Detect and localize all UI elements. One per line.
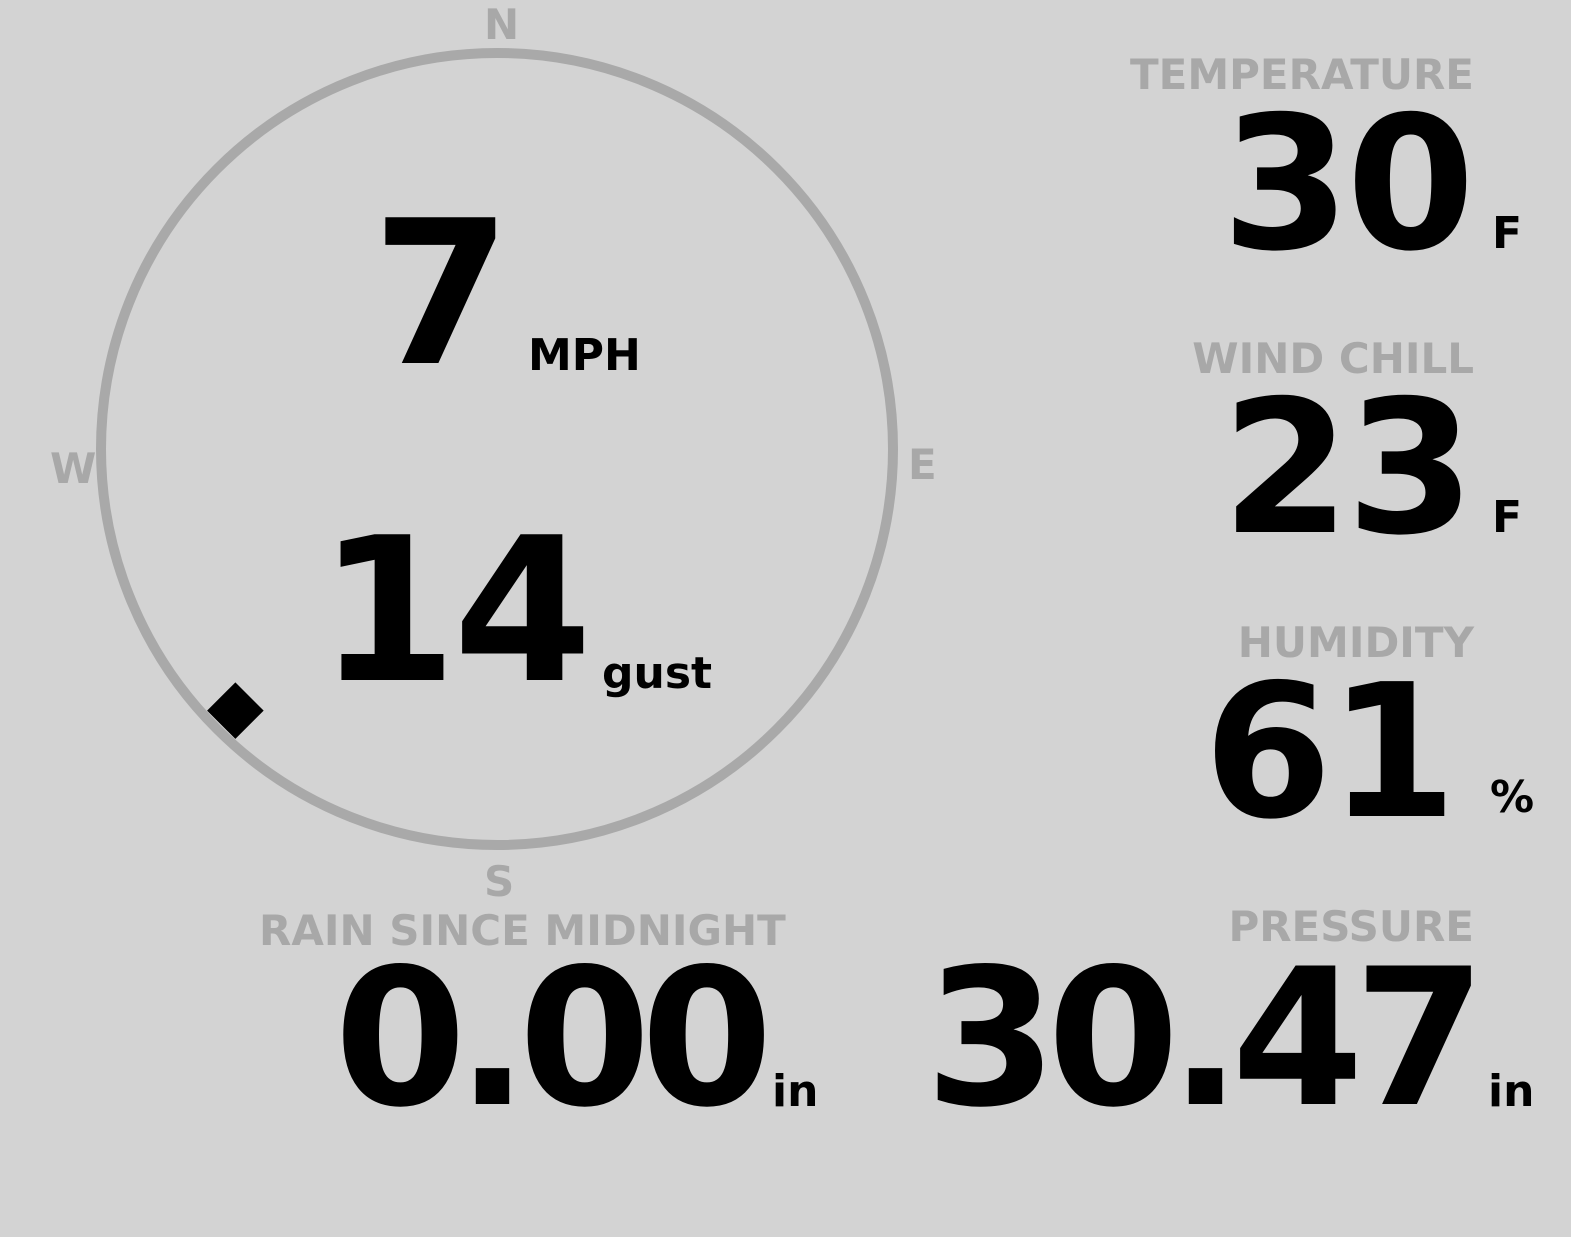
rain-unit: in bbox=[772, 1066, 819, 1117]
compass-ring bbox=[96, 48, 898, 850]
wind-speed-unit: MPH bbox=[528, 330, 641, 381]
wind-speed-value: 7 bbox=[372, 178, 511, 411]
humidity-unit: % bbox=[1490, 772, 1535, 823]
compass-west: W bbox=[50, 444, 97, 493]
temperature-unit: F bbox=[1492, 208, 1523, 259]
compass-east: E bbox=[908, 440, 937, 489]
wind-chill-label: WIND CHILL bbox=[1192, 334, 1474, 383]
pressure-label: PRESSURE bbox=[1228, 902, 1474, 951]
rain-label: RAIN SINCE MIDNIGHT bbox=[259, 906, 786, 955]
wind-chill-value: 23 bbox=[1221, 360, 1475, 576]
humidity-value: 61 bbox=[1203, 644, 1457, 860]
rain-value: 0.00 bbox=[334, 928, 773, 1149]
wind-gust-value: 14 bbox=[318, 495, 592, 728]
compass-south: S bbox=[484, 857, 515, 906]
wind-chill-unit: F bbox=[1492, 492, 1523, 543]
humidity-label: HUMIDITY bbox=[1237, 618, 1474, 667]
temperature-value: 30 bbox=[1221, 76, 1475, 292]
pressure-unit: in bbox=[1488, 1066, 1535, 1117]
compass-north: N bbox=[484, 0, 520, 49]
temperature-label: TEMPERATURE bbox=[1130, 50, 1474, 99]
wind-gust-unit: gust bbox=[602, 648, 713, 699]
pressure-value: 30.47 bbox=[925, 928, 1486, 1149]
